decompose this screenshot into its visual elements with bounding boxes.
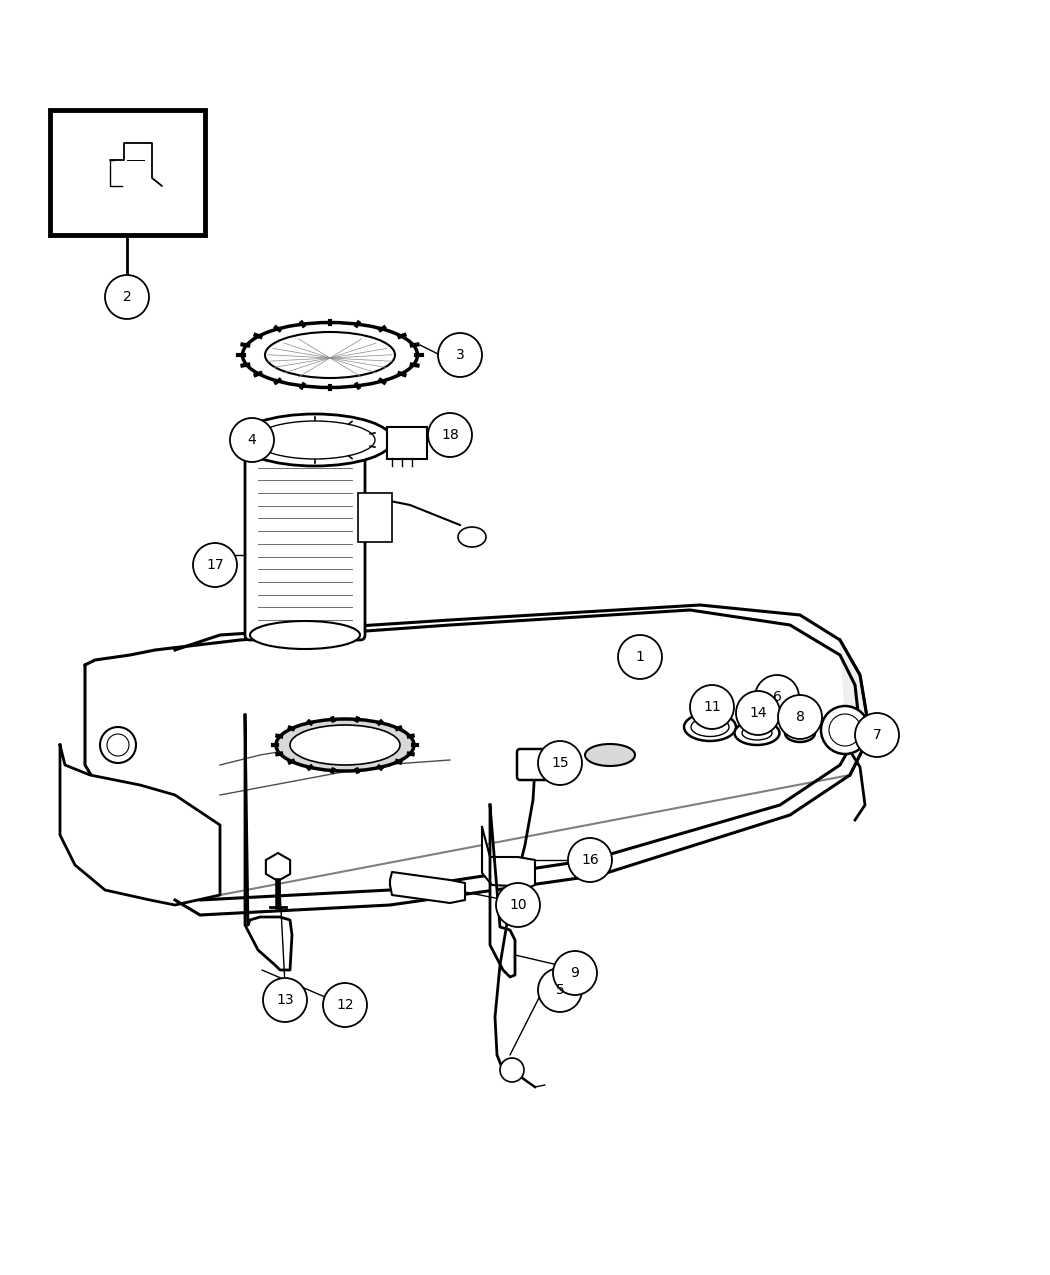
Text: 8: 8: [796, 710, 804, 724]
Text: 10: 10: [509, 898, 527, 912]
Polygon shape: [245, 715, 292, 970]
Text: 18: 18: [441, 428, 459, 442]
Ellipse shape: [265, 332, 395, 377]
Ellipse shape: [250, 425, 360, 455]
Circle shape: [618, 635, 662, 680]
Ellipse shape: [458, 527, 486, 547]
Circle shape: [428, 413, 472, 456]
Text: 16: 16: [581, 853, 598, 867]
Text: 6: 6: [773, 690, 781, 704]
FancyBboxPatch shape: [517, 748, 571, 780]
Circle shape: [778, 695, 822, 739]
Circle shape: [438, 333, 482, 377]
Ellipse shape: [290, 725, 400, 765]
Circle shape: [496, 884, 540, 927]
Circle shape: [100, 727, 136, 762]
Circle shape: [538, 741, 582, 785]
Text: 12: 12: [336, 998, 354, 1012]
Text: 9: 9: [570, 966, 580, 980]
Text: 3: 3: [456, 348, 464, 362]
Text: 4: 4: [248, 434, 256, 448]
Ellipse shape: [276, 719, 414, 771]
Circle shape: [500, 1058, 524, 1082]
Circle shape: [553, 951, 597, 994]
Text: 2: 2: [123, 289, 131, 303]
Text: 11: 11: [704, 700, 721, 714]
Polygon shape: [490, 805, 514, 977]
Polygon shape: [60, 745, 220, 905]
Text: 17: 17: [206, 558, 224, 572]
Polygon shape: [85, 609, 860, 900]
Circle shape: [323, 983, 367, 1026]
Ellipse shape: [250, 621, 360, 649]
Polygon shape: [840, 640, 870, 775]
Text: 1: 1: [635, 650, 645, 664]
Circle shape: [736, 691, 780, 734]
Ellipse shape: [742, 725, 772, 739]
Circle shape: [855, 713, 899, 757]
Bar: [50, 110, 205, 235]
Circle shape: [262, 978, 307, 1023]
Circle shape: [568, 838, 612, 882]
Circle shape: [230, 418, 274, 462]
Polygon shape: [175, 606, 870, 915]
Polygon shape: [482, 827, 536, 887]
Text: 7: 7: [873, 728, 881, 742]
FancyBboxPatch shape: [387, 427, 427, 459]
Polygon shape: [390, 872, 465, 903]
Circle shape: [755, 674, 799, 719]
Ellipse shape: [684, 713, 736, 741]
Circle shape: [821, 706, 869, 754]
Text: 14: 14: [750, 706, 766, 720]
FancyBboxPatch shape: [245, 435, 365, 640]
Ellipse shape: [735, 720, 779, 745]
Text: 13: 13: [276, 993, 294, 1007]
Ellipse shape: [255, 421, 375, 459]
Ellipse shape: [785, 724, 815, 742]
Text: 5: 5: [555, 983, 565, 997]
Circle shape: [538, 968, 582, 1012]
Ellipse shape: [237, 414, 393, 465]
Circle shape: [193, 543, 237, 586]
Ellipse shape: [691, 718, 729, 737]
Ellipse shape: [585, 745, 635, 766]
Circle shape: [690, 685, 734, 729]
Text: 15: 15: [551, 756, 569, 770]
FancyBboxPatch shape: [358, 493, 392, 542]
Ellipse shape: [243, 323, 418, 388]
Circle shape: [105, 275, 149, 319]
